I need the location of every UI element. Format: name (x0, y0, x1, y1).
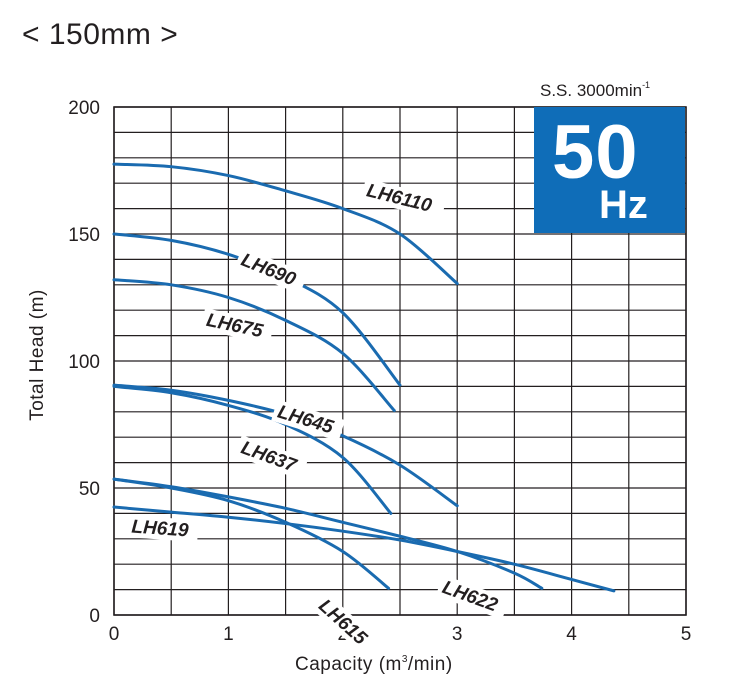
curve-label-lh615: LH615 (311, 592, 379, 656)
svg-text:LH6110: LH6110 (364, 180, 434, 216)
curve-lh6110 (112, 162, 459, 286)
x-tick-label: 3 (452, 624, 463, 645)
x-axis-label: Capacity (m3/min) (295, 654, 453, 676)
curve-label-lh637: LH637 (234, 435, 309, 480)
y-tick-label: 200 (68, 98, 100, 119)
curve-lh619 (112, 505, 616, 593)
chart-grid (113, 106, 687, 616)
svg-text:LH637: LH637 (238, 437, 300, 477)
y-tick-label: 0 (89, 606, 100, 627)
svg-text:LH619: LH619 (131, 516, 190, 541)
frequency-badge: 50 Hz (534, 107, 685, 233)
x-axis-label-tail: /min) (407, 654, 453, 675)
curve-lh622 (112, 477, 544, 590)
curve-lh637 (112, 384, 393, 515)
speed-exponent: -1 (642, 80, 651, 90)
curve-label-lh6110: LH6110 (360, 178, 447, 220)
y-axis-label: Total Head (m) (27, 289, 48, 421)
svg-text:LH675: LH675 (204, 310, 265, 342)
curve-label-lh690: LH690 (234, 247, 308, 295)
y-tick-label: 100 (68, 352, 100, 373)
curve-label-lh622: LH622 (435, 574, 510, 620)
curve-label-lh675: LH675 (200, 307, 275, 345)
frequency-value: 50 (552, 110, 639, 195)
plot-frame (113, 106, 687, 616)
y-tick-label: 50 (79, 479, 100, 500)
frequency-unit: Hz (599, 183, 648, 227)
speed-label: S.S. 3000min-1 (540, 80, 650, 101)
x-tick-label: 1 (223, 624, 234, 645)
x-tick-label: 0 (109, 624, 120, 645)
curve-label-lh619: LH619 (126, 515, 199, 543)
x-axis-label-main: Capacity (m (295, 654, 402, 675)
performance-curves (112, 162, 616, 593)
x-tick-label: 4 (566, 624, 577, 645)
curve-lh615 (112, 477, 391, 590)
chart-title: < 150mm > (22, 18, 179, 51)
svg-text:LH622: LH622 (439, 577, 500, 616)
x-tick-label: 5 (681, 624, 692, 645)
curve-lh675 (112, 278, 396, 413)
curve-labels: LH6110LH690LH675LH645LH637LH622LH615LH61… (126, 178, 510, 656)
x-axis-label-sup: 3 (401, 654, 408, 665)
speed-text: S.S. 3000min (540, 81, 643, 100)
y-tick-label: 150 (68, 225, 100, 246)
